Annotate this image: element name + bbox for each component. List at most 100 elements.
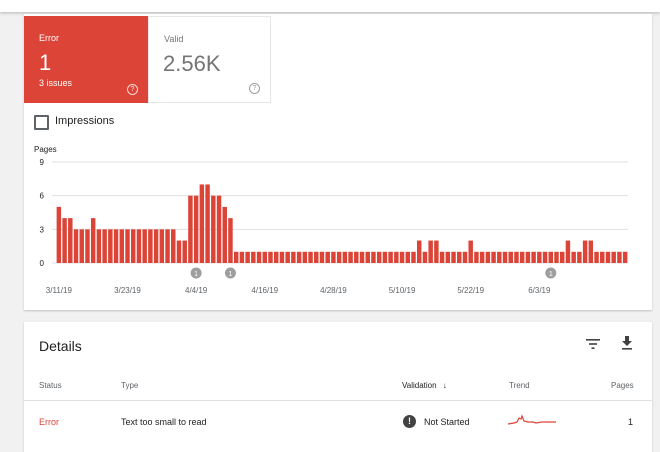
bar [68, 218, 73, 263]
bar [622, 251, 628, 263]
x-tick-label: 4/28/19 [320, 286, 347, 295]
bar [405, 251, 411, 263]
bar [594, 251, 599, 263]
bar [371, 251, 376, 263]
pages-bar-chart: Pages 9 6 3 0 3/11/19 3/23/19 4/4/19 4/16/19 4/28… [34, 145, 628, 295]
annotation-label: 1 [194, 271, 198, 278]
filter-icon[interactable] [586, 338, 600, 350]
bar [73, 229, 79, 263]
top-app-bar [0, 0, 660, 12]
impressions-checkbox[interactable] [34, 115, 49, 130]
x-tick-label: 5/10/19 [389, 286, 416, 295]
bar [531, 251, 536, 263]
help-icon[interactable]: ? [127, 84, 138, 95]
bar [462, 251, 468, 263]
bar [445, 251, 451, 263]
bar [365, 251, 370, 263]
bar [291, 251, 296, 263]
annotation-marker [545, 267, 557, 279]
bar [130, 229, 136, 263]
error-count: 1 [39, 50, 52, 75]
bar [519, 251, 525, 263]
bar [588, 240, 594, 263]
bar [165, 229, 170, 263]
bar [382, 251, 388, 263]
bar [62, 218, 67, 263]
y-axis-label: Pages [34, 145, 57, 154]
details-title: Details [39, 338, 82, 354]
row-pages: 1 [628, 417, 634, 427]
y-tick-label: 6 [40, 192, 45, 201]
bar [85, 229, 90, 263]
bar [359, 251, 365, 263]
bar [188, 195, 193, 263]
bar [216, 195, 222, 263]
y-tick-label: 9 [40, 158, 45, 167]
bar [491, 251, 496, 263]
bar [211, 195, 216, 263]
bar [171, 229, 176, 263]
sort-arrow-down-icon: ↓ [442, 381, 447, 390]
column-header-status[interactable]: Status [39, 381, 62, 390]
alert-icon: ! [403, 415, 416, 428]
column-header-pages[interactable]: Pages [611, 381, 634, 390]
bar [279, 251, 285, 263]
bar [205, 184, 210, 263]
bar [485, 251, 491, 263]
bar [577, 251, 582, 263]
bar [256, 251, 262, 263]
error-tile[interactable]: Error 1 3 issues ? [24, 16, 148, 103]
bar [113, 229, 119, 263]
bar [474, 251, 479, 263]
bar [296, 251, 302, 263]
column-header-type[interactable]: Type [121, 381, 139, 390]
bar [268, 251, 273, 263]
bar [342, 251, 348, 263]
bar [479, 251, 485, 263]
bar [245, 251, 250, 263]
bar [308, 251, 313, 263]
bar [394, 251, 399, 263]
column-header-validation-label: Validation [402, 381, 437, 390]
bar [262, 251, 268, 263]
x-tick-label: 5/22/19 [457, 286, 484, 295]
bar [354, 251, 359, 263]
bar [251, 251, 256, 263]
help-icon[interactable]: ? [249, 83, 260, 94]
bar [90, 218, 96, 263]
error-issues-count: 3 issues [39, 78, 73, 88]
valid-count: 2.56K [163, 51, 221, 76]
bar [182, 240, 187, 263]
column-header-trend[interactable]: Trend [509, 381, 530, 390]
bar [348, 251, 353, 263]
bar [331, 251, 336, 263]
bar [548, 251, 554, 263]
bar [193, 195, 199, 263]
bar [497, 251, 502, 263]
bar [600, 251, 605, 263]
bar [222, 206, 227, 263]
bar [554, 251, 559, 263]
bar [399, 251, 405, 263]
bar [199, 184, 205, 263]
download-icon[interactable] [621, 336, 633, 350]
bar [136, 229, 142, 263]
bar [285, 251, 290, 263]
bar [617, 251, 622, 263]
bar [411, 251, 416, 263]
bar [428, 240, 433, 263]
bar [565, 240, 571, 263]
bar [108, 229, 113, 263]
bar [502, 251, 508, 263]
bar [388, 251, 393, 263]
bar [376, 251, 382, 263]
x-tick-label: 4/4/19 [185, 286, 208, 295]
column-header-validation[interactable]: Validation ↓ [402, 381, 447, 390]
bar [153, 229, 159, 263]
bar [314, 251, 319, 263]
bar [228, 218, 233, 263]
bar [559, 251, 565, 263]
valid-tile[interactable]: Valid 2.56K ? [148, 16, 271, 103]
bar [514, 251, 519, 263]
annotation-marker [190, 267, 202, 279]
